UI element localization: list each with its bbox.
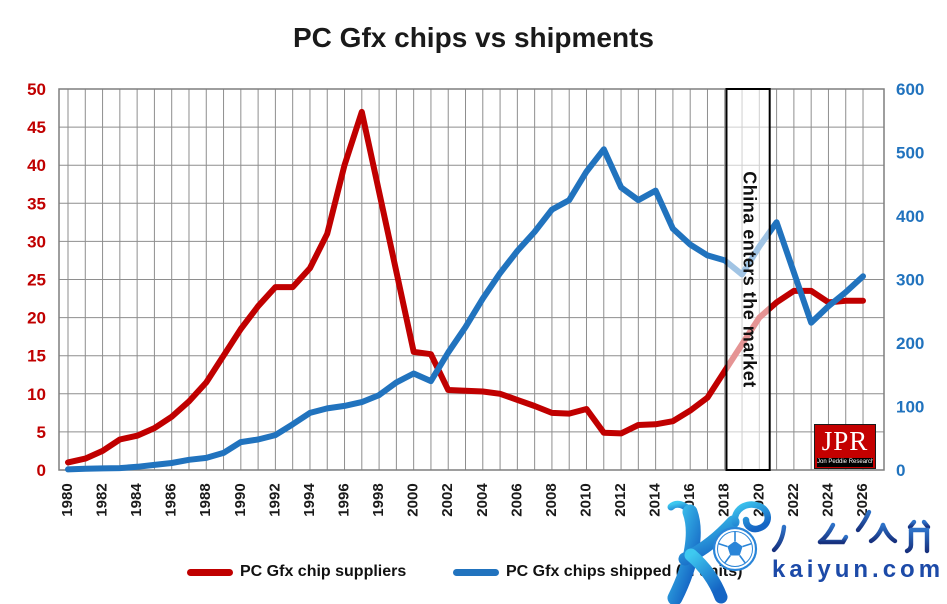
x-axis-label: 2024 <box>819 483 836 517</box>
x-axis-label: 1986 <box>163 483 180 516</box>
jpr-logo: JPR Jon Peddie Research <box>814 424 876 469</box>
legend-label-shipments: PC Gfx chips shipped (M units) <box>506 563 743 580</box>
x-axis-label: 2016 <box>681 483 698 516</box>
legend-item-suppliers: PC Gfx chip suppliers <box>187 562 406 582</box>
x-axis-label: 1998 <box>370 483 387 516</box>
x-axis-label: 2006 <box>508 483 525 516</box>
x-axis-label: 2002 <box>439 483 456 516</box>
x-axis-label: 1992 <box>266 483 283 516</box>
y-left-label: 10 <box>27 385 46 404</box>
x-axis-label: 1984 <box>128 483 145 517</box>
x-axis-label: 2004 <box>474 483 491 517</box>
y-left-label: 20 <box>27 309 46 328</box>
x-axis-label: 1982 <box>94 483 111 516</box>
y-left-label: 30 <box>27 232 46 251</box>
x-axis-label: 2000 <box>405 483 422 516</box>
jpr-acronym: JPR <box>821 426 869 456</box>
x-axis-label: 1990 <box>232 483 249 516</box>
y-left-label: 45 <box>27 118 46 137</box>
legend-item-shipments: PC Gfx chips shipped (M units) <box>453 562 742 582</box>
legend-swatch-shipments <box>453 568 499 576</box>
x-axis-label: 2022 <box>785 483 802 516</box>
legend-label-suppliers: PC Gfx chip suppliers <box>240 563 407 580</box>
china-annotation-label: China enters the market <box>739 171 759 388</box>
y-left-label: 0 <box>37 461 46 480</box>
x-axis-label: 2018 <box>716 483 733 516</box>
y-left-label: 35 <box>27 194 46 213</box>
x-axis-label: 2010 <box>577 483 594 516</box>
x-axis-label: 2012 <box>612 483 629 516</box>
legend-swatch-suppliers <box>187 568 233 576</box>
y-left-label: 5 <box>37 423 46 442</box>
y-right-label: 400 <box>896 207 924 226</box>
x-axis-label: 2008 <box>543 483 560 516</box>
y-right-label: 500 <box>896 144 924 163</box>
chart-title: PC Gfx chips vs shipments <box>293 22 654 53</box>
y-left-label: 25 <box>27 271 46 290</box>
x-axis-label: 1988 <box>197 483 214 516</box>
x-axis-label: 2026 <box>854 483 871 516</box>
x-axis-label: 1980 <box>59 483 76 516</box>
jpr-company-name: Jon Peddie Research <box>817 458 873 467</box>
plot-border <box>58 88 885 471</box>
china-annotation-box <box>725 88 771 471</box>
x-axis-label: 1996 <box>335 483 352 516</box>
y-right-label: 200 <box>896 334 924 353</box>
y-right-label: 100 <box>896 398 924 417</box>
y-right-label: 0 <box>896 461 905 480</box>
y-right-label: 600 <box>896 80 924 99</box>
y-left-label: 40 <box>27 156 46 175</box>
x-axis-label: 2020 <box>750 483 767 516</box>
y-right-label: 300 <box>896 271 924 290</box>
x-axis-label: 2014 <box>647 483 664 517</box>
x-axis-label: 1994 <box>301 483 318 517</box>
y-left-label: 15 <box>27 347 46 366</box>
y-left-label: 50 <box>27 80 46 99</box>
